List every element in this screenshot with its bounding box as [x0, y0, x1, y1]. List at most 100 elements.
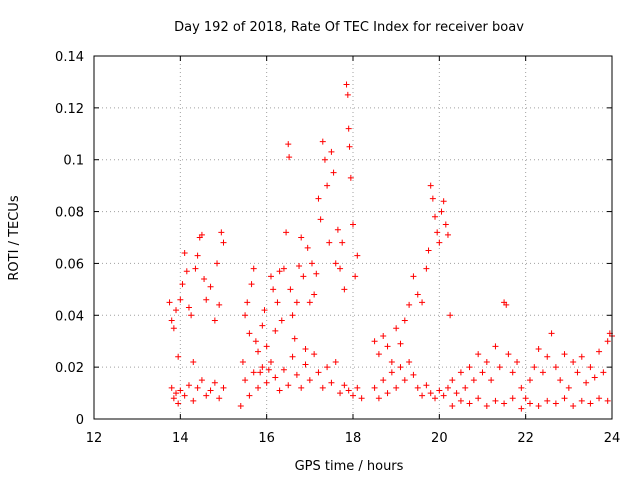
- grid: [94, 56, 612, 419]
- data-point: [492, 343, 499, 350]
- data-point: [406, 358, 413, 365]
- x-tick-label: 22: [517, 431, 534, 446]
- data-point: [514, 358, 521, 365]
- data-point: [175, 353, 182, 360]
- data-point: [587, 364, 594, 371]
- data-point: [419, 392, 426, 399]
- data-point: [350, 392, 356, 399]
- data-point: [267, 358, 274, 365]
- data-point: [432, 395, 439, 402]
- data-point: [604, 397, 611, 404]
- data-point: [358, 395, 365, 402]
- data-point: [604, 338, 611, 345]
- data-point: [539, 369, 546, 376]
- data-point: [488, 377, 495, 384]
- data-point: [354, 252, 361, 259]
- data-point: [535, 345, 542, 352]
- data-point: [483, 358, 490, 365]
- x-tick-label: 12: [86, 431, 103, 446]
- data-point: [347, 174, 354, 181]
- data-point: [285, 382, 292, 389]
- x-tick-label: 16: [258, 431, 275, 446]
- data-point: [183, 268, 190, 275]
- data-point: [311, 351, 318, 358]
- data-point: [319, 384, 326, 391]
- data-point: [350, 221, 356, 228]
- data-point: [410, 273, 417, 280]
- data-point: [255, 348, 262, 355]
- x-tick-labels: 12 14 16 18 20 22 24: [86, 431, 621, 446]
- data-point: [170, 325, 177, 332]
- data-point: [190, 358, 197, 365]
- data-point: [198, 377, 205, 384]
- chart-title: Day 192 of 2018, Rate Of TEC Index for r…: [174, 20, 524, 35]
- data-point: [216, 395, 223, 402]
- data-point: [298, 234, 305, 241]
- data-point: [319, 138, 326, 145]
- data-point: [321, 156, 328, 163]
- data-point: [475, 395, 482, 402]
- data-point: [600, 369, 607, 376]
- data-point: [261, 307, 268, 314]
- data-point: [328, 148, 335, 155]
- data-point: [201, 275, 208, 282]
- x-tick-label: 14: [172, 431, 189, 446]
- data-point: [343, 81, 350, 88]
- data-point: [544, 353, 551, 360]
- data-point: [449, 403, 456, 410]
- data-point: [583, 379, 590, 386]
- data-point: [466, 400, 473, 407]
- data-point: [194, 384, 201, 391]
- data-point: [339, 239, 346, 246]
- data-point: [250, 265, 257, 272]
- data-point: [509, 395, 516, 402]
- data-point: [177, 296, 184, 303]
- data-point: [246, 392, 253, 399]
- data-point: [272, 327, 279, 334]
- data-point: [170, 395, 177, 402]
- data-point: [330, 169, 337, 176]
- data-point: [289, 353, 296, 360]
- data-point: [596, 348, 603, 355]
- data-point: [263, 379, 270, 386]
- x-axis-label: GPS time / hours: [295, 459, 404, 474]
- data-point: [496, 364, 503, 371]
- y-tick-label: 0.08: [55, 206, 84, 221]
- data-point: [272, 374, 279, 381]
- data-point: [285, 141, 292, 148]
- data-point: [419, 299, 426, 306]
- data-point: [173, 307, 180, 314]
- data-point: [375, 351, 382, 358]
- data-point: [410, 371, 417, 378]
- data-point: [531, 364, 538, 371]
- data-point: [306, 299, 313, 306]
- data-point: [436, 387, 443, 394]
- data-point: [380, 377, 387, 384]
- data-point: [578, 353, 585, 360]
- data-point: [436, 239, 443, 246]
- data-point: [242, 377, 249, 384]
- data-point: [166, 299, 173, 306]
- data-point: [250, 369, 257, 376]
- data-point: [302, 345, 309, 352]
- data-point: [326, 239, 333, 246]
- data-point: [337, 390, 344, 397]
- data-point: [265, 366, 272, 373]
- data-point: [168, 317, 175, 324]
- data-point: [211, 379, 218, 386]
- data-point: [565, 384, 572, 391]
- data-point: [526, 377, 533, 384]
- data-point: [345, 125, 352, 132]
- data-point: [276, 268, 283, 275]
- data-point: [246, 330, 253, 337]
- data-point: [220, 384, 227, 391]
- data-point: [447, 312, 454, 319]
- data-point: [278, 317, 285, 324]
- data-point: [293, 299, 300, 306]
- y-tick-label: 0.1: [63, 154, 84, 169]
- y-axis-label: ROTI / TECUs: [7, 195, 22, 280]
- data-point: [216, 301, 223, 308]
- data-point: [168, 384, 175, 391]
- data-point: [248, 281, 255, 288]
- y-tick-label: 0.12: [55, 102, 84, 117]
